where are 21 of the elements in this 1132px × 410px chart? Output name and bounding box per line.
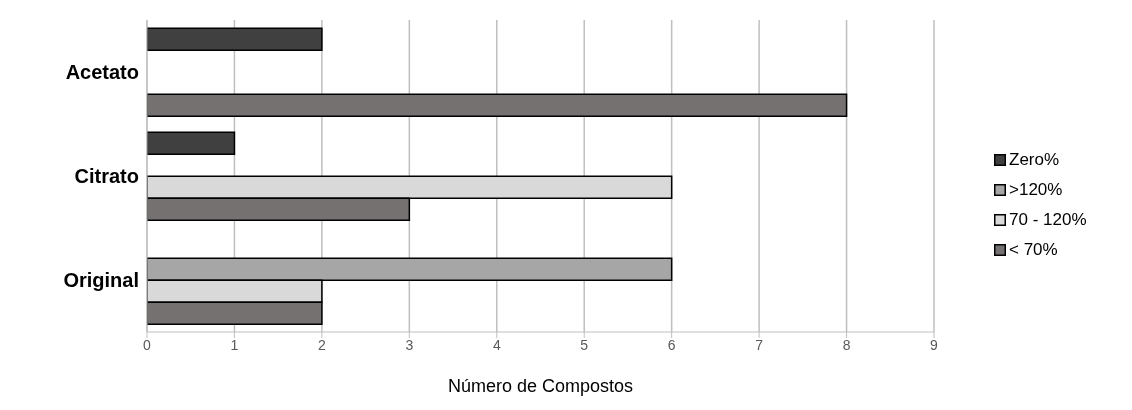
y-tick-label: Acetato — [65, 61, 139, 84]
y-tick-label: Original — [63, 269, 139, 292]
x-tick-label: 8 — [842, 336, 851, 353]
legend-label: Zero% — [1009, 149, 1060, 171]
x-tick-label: 9 — [930, 336, 939, 353]
legend-label: >120% — [1009, 179, 1063, 201]
y-tick-label: Citrato — [74, 165, 139, 188]
x-tick-label: 3 — [405, 336, 414, 353]
legend-label: < 70% — [1009, 239, 1058, 261]
x-tick-label: 5 — [580, 336, 589, 353]
bar — [147, 93, 848, 118]
x-tick-label: 7 — [755, 336, 764, 353]
x-tick-label: 6 — [667, 336, 676, 353]
x-tick-label: 4 — [492, 336, 501, 353]
x-tick-label: 2 — [317, 336, 326, 353]
bar — [147, 131, 236, 156]
x-axis-title: Número de Compostos — [447, 376, 634, 396]
x-tick-label: 1 — [230, 336, 239, 353]
x-tick-label: 0 — [143, 336, 152, 353]
legend-label: 70 - 120% — [1009, 209, 1087, 231]
bar — [147, 27, 323, 52]
